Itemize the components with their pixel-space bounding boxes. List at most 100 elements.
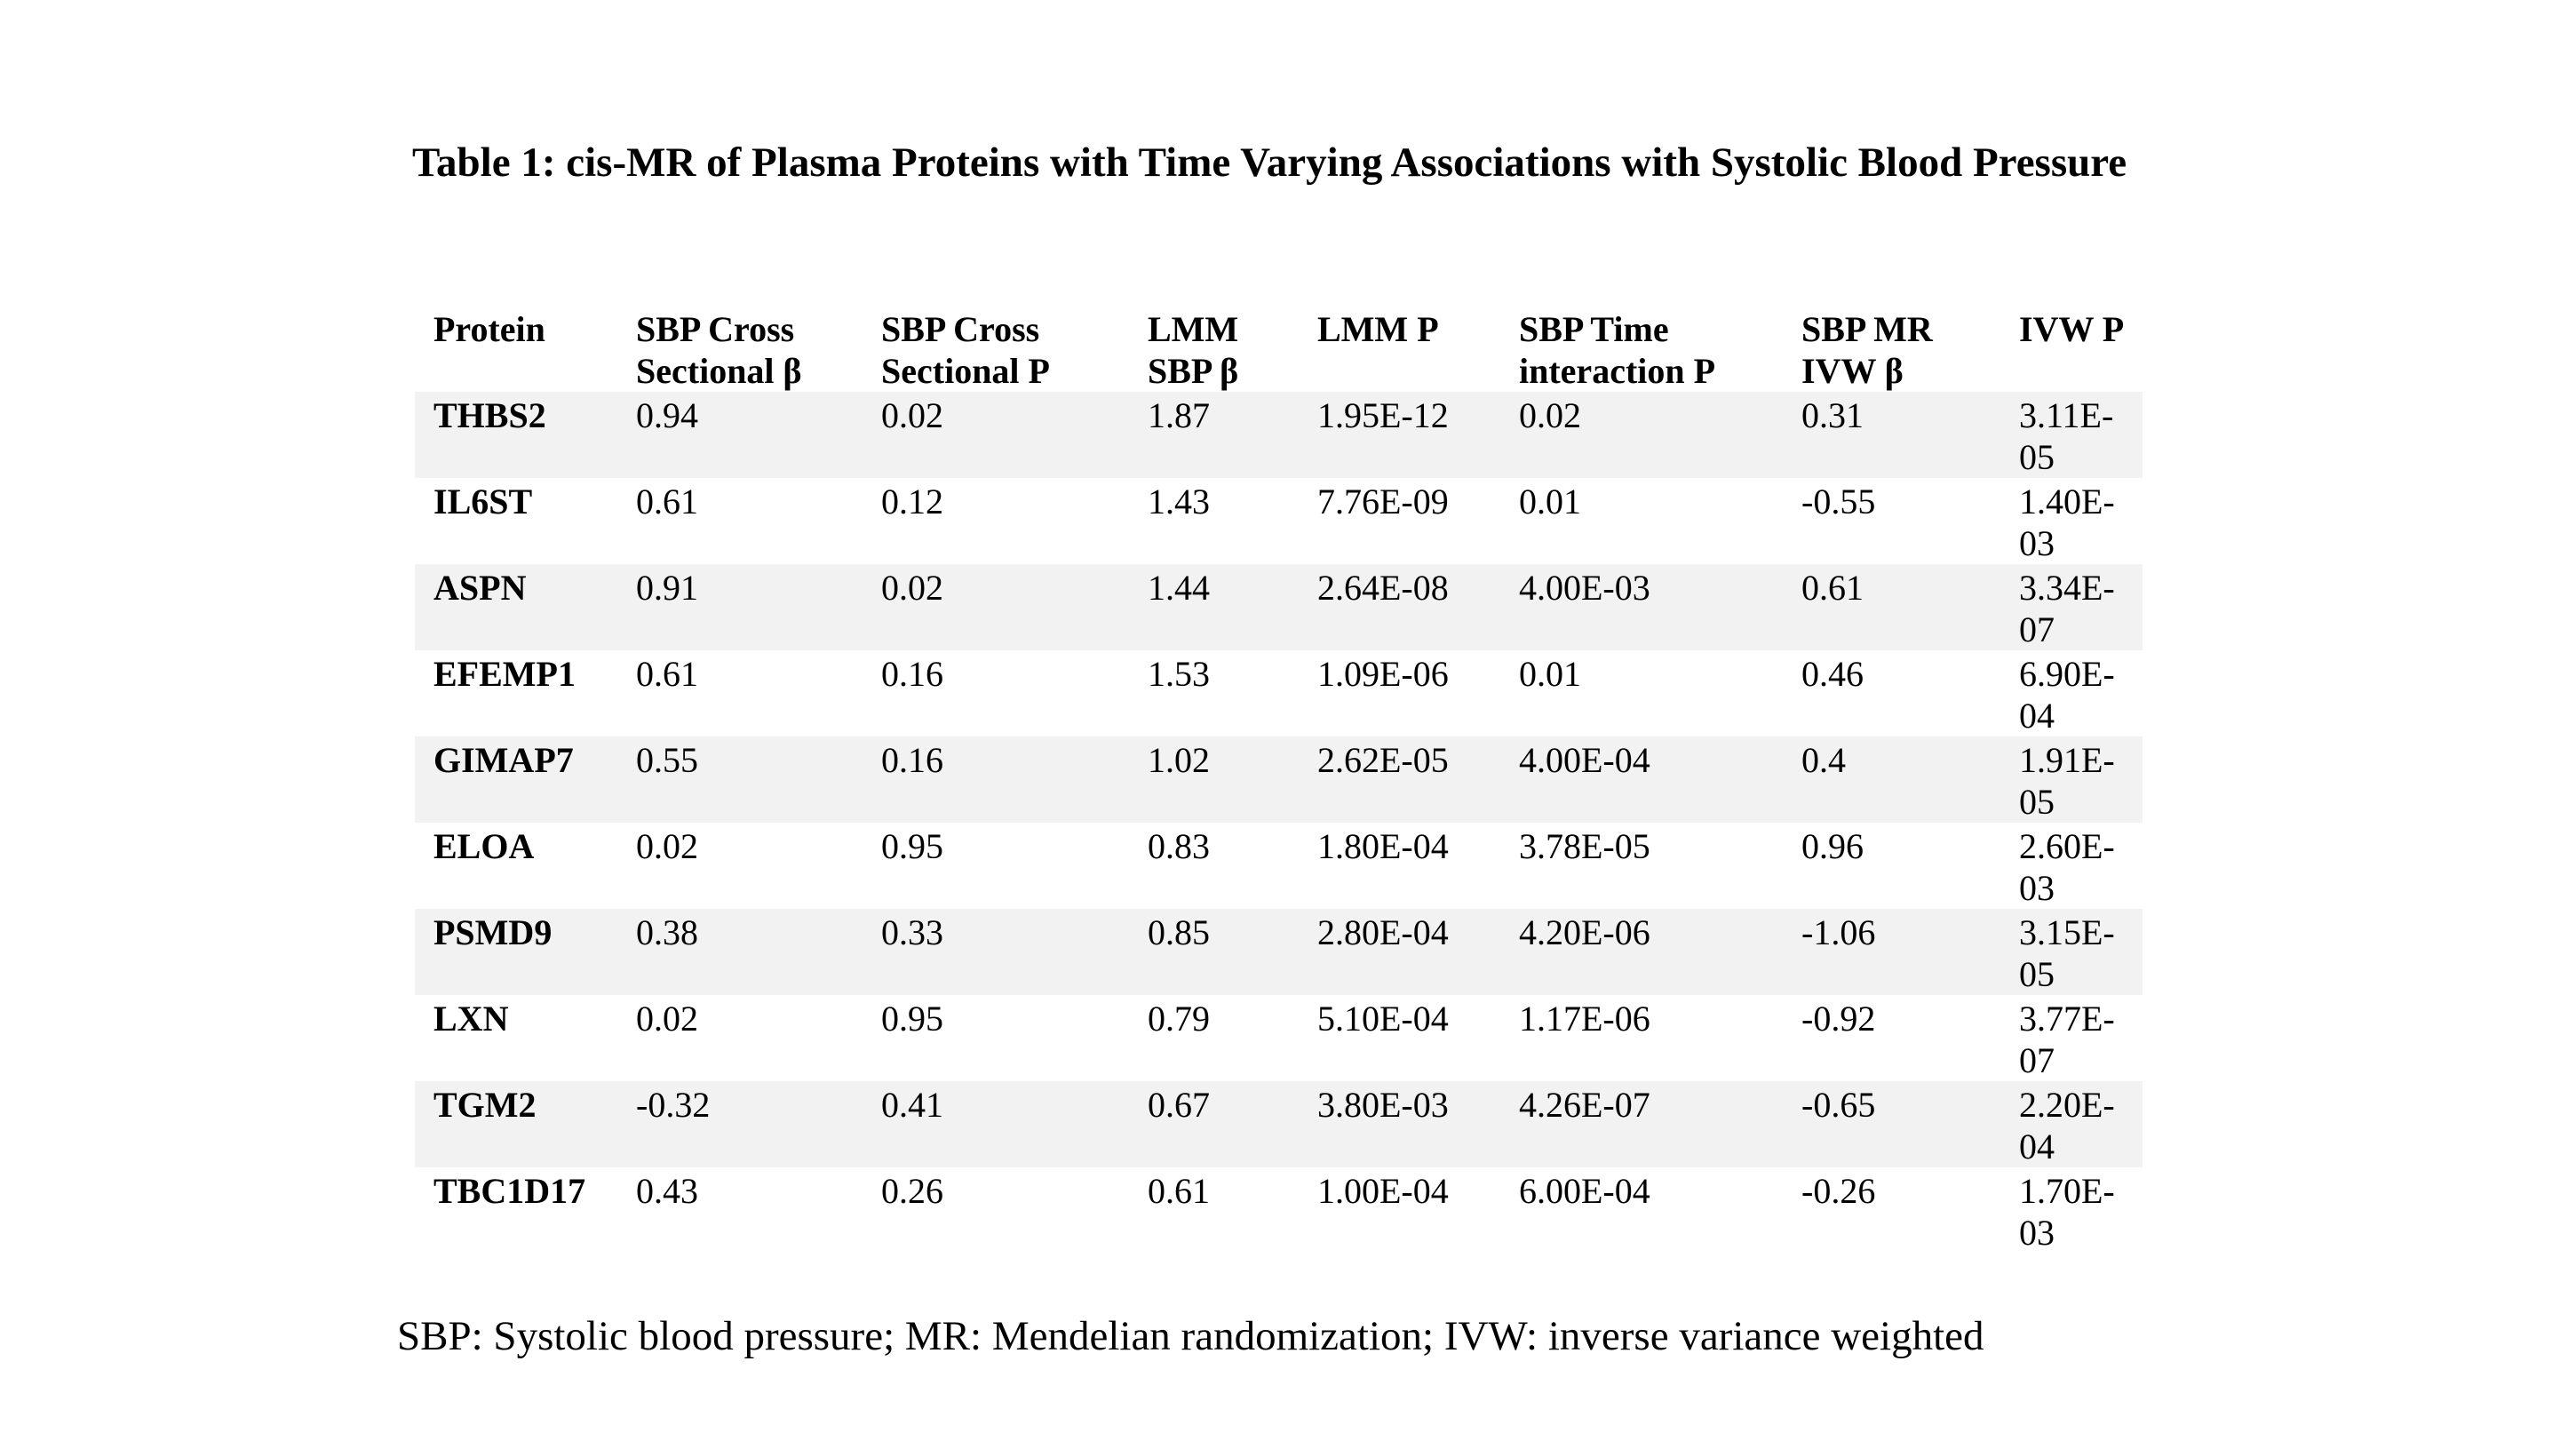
value-cell: 0.38: [636, 912, 698, 952]
value-cell: -0.55: [1801, 482, 1876, 521]
value-cell: 2.60E-03: [2019, 826, 2115, 908]
value-cell: 0.61: [636, 654, 698, 694]
table-row: PSMD9 0.38 0.33 0.85 2.80E-04 4.20E-06 -…: [415, 909, 2143, 995]
value-cell: 0.02: [636, 999, 698, 1039]
value-cell: 3.15E-05: [2019, 912, 2115, 994]
protein-cell: THBS2: [433, 395, 546, 435]
column-header-sbp-mr-ivw-beta: SBP MR IVW β: [1801, 309, 1933, 391]
value-cell: 3.11E-05: [2019, 395, 2114, 477]
value-cell: -0.26: [1801, 1171, 1876, 1211]
value-cell: 0.94: [636, 395, 698, 435]
table-row: IL6ST 0.61 0.12 1.43 7.76E-09 0.01 -0.55…: [415, 478, 2143, 564]
value-cell: -0.65: [1801, 1085, 1876, 1125]
value-cell: 0.46: [1801, 654, 1864, 694]
value-cell: 0.96: [1801, 826, 1864, 866]
value-cell: 2.20E-04: [2019, 1085, 2115, 1166]
column-header-lmm-p: LMM P: [1317, 309, 1439, 349]
value-cell: 0.02: [636, 826, 698, 866]
value-cell: 0.61: [1801, 568, 1864, 608]
value-cell: 1.09E-06: [1317, 654, 1449, 694]
results-table: Protein SBP Cross Sectional β SBP Cross …: [415, 306, 2143, 1254]
value-cell: 0.95: [881, 999, 943, 1039]
protein-cell: GIMAP7: [433, 740, 574, 780]
value-cell: 1.02: [1148, 740, 1210, 780]
table-row: TBC1D17 0.43 0.26 0.61 1.00E-04 6.00E-04…: [415, 1167, 2143, 1254]
table-row: LXN 0.02 0.95 0.79 5.10E-04 1.17E-06 -0.…: [415, 995, 2143, 1081]
value-cell: 2.80E-04: [1317, 912, 1449, 952]
value-cell: 0.41: [881, 1085, 943, 1125]
table-header-row: Protein SBP Cross Sectional β SBP Cross …: [415, 306, 2143, 392]
value-cell: -0.32: [636, 1085, 711, 1125]
value-cell: 1.80E-04: [1317, 826, 1449, 866]
value-cell: 0.67: [1148, 1085, 1210, 1125]
value-cell: 0.16: [881, 654, 943, 694]
column-header-lmm-sbp-beta: LMM SBP β: [1148, 309, 1239, 391]
value-cell: 0.02: [881, 568, 943, 608]
value-cell: 4.20E-06: [1519, 912, 1650, 952]
value-cell: 0.85: [1148, 912, 1210, 952]
column-header-sbp-time-interaction-p: SBP Time interaction P: [1519, 309, 1716, 391]
value-cell: 0.91: [636, 568, 698, 608]
table-row: ELOA 0.02 0.95 0.83 1.80E-04 3.78E-05 0.…: [415, 823, 2143, 909]
column-header-ivw-p: IVW P: [2019, 309, 2125, 349]
value-cell: 2.64E-08: [1317, 568, 1449, 608]
value-cell: 3.78E-05: [1519, 826, 1650, 866]
protein-cell: TGM2: [433, 1085, 537, 1125]
value-cell: 0.02: [881, 395, 943, 435]
value-cell: 1.95E-12: [1317, 395, 1449, 435]
value-cell: -1.06: [1801, 912, 1876, 952]
value-cell: 0.43: [636, 1171, 698, 1211]
value-cell: 6.90E-04: [2019, 654, 2115, 736]
value-cell: 1.43: [1148, 482, 1210, 521]
protein-cell: PSMD9: [433, 912, 553, 952]
value-cell: 3.77E-07: [2019, 999, 2115, 1080]
value-cell: 1.40E-03: [2019, 482, 2115, 563]
value-cell: 4.00E-03: [1519, 568, 1650, 608]
value-cell: 0.83: [1148, 826, 1210, 866]
value-cell: 6.00E-04: [1519, 1171, 1650, 1211]
protein-cell: TBC1D17: [433, 1171, 586, 1211]
value-cell: 0.95: [881, 826, 943, 866]
value-cell: 0.55: [636, 740, 698, 780]
value-cell: 7.76E-09: [1317, 482, 1449, 521]
table-title: Table 1: cis-MR of Plasma Proteins with …: [412, 139, 2127, 186]
protein-cell: IL6ST: [433, 482, 533, 521]
protein-cell: ASPN: [433, 568, 527, 608]
value-cell: 1.00E-04: [1317, 1171, 1449, 1211]
value-cell: 1.87: [1148, 395, 1210, 435]
value-cell: 1.17E-06: [1519, 999, 1650, 1039]
value-cell: 4.26E-07: [1519, 1085, 1650, 1125]
value-cell: 1.70E-03: [2019, 1171, 2115, 1253]
value-cell: 3.80E-03: [1317, 1085, 1449, 1125]
protein-cell: LXN: [433, 999, 509, 1039]
value-cell: 0.4: [1801, 740, 1846, 780]
table-row: GIMAP7 0.55 0.16 1.02 2.62E-05 4.00E-04 …: [415, 736, 2143, 823]
table-footnote: SBP: Systolic blood pressure; MR: Mendel…: [397, 1313, 1984, 1359]
value-cell: 1.53: [1148, 654, 1210, 694]
value-cell: 0.61: [636, 482, 698, 521]
table-row: ASPN 0.91 0.02 1.44 2.64E-08 4.00E-03 0.…: [415, 564, 2143, 650]
column-header-sbp-cross-sectional-beta: SBP Cross Sectional β: [636, 309, 802, 391]
protein-cell: ELOA: [433, 826, 535, 866]
value-cell: 0.02: [1519, 395, 1581, 435]
value-cell: 0.01: [1519, 654, 1581, 694]
value-cell: 0.26: [881, 1171, 943, 1211]
column-header-sbp-cross-sectional-p: SBP Cross Sectional P: [881, 309, 1050, 391]
table-row: TGM2 -0.32 0.41 0.67 3.80E-03 4.26E-07 -…: [415, 1081, 2143, 1167]
column-header-protein: Protein: [433, 309, 545, 349]
value-cell: 2.62E-05: [1317, 740, 1449, 780]
value-cell: 1.44: [1148, 568, 1210, 608]
value-cell: 0.12: [881, 482, 943, 521]
value-cell: 0.33: [881, 912, 943, 952]
table-row: THBS2 0.94 0.02 1.87 1.95E-12 0.02 0.31 …: [415, 392, 2143, 478]
value-cell: 0.31: [1801, 395, 1864, 435]
value-cell: 0.01: [1519, 482, 1581, 521]
value-cell: 5.10E-04: [1317, 999, 1449, 1039]
table-row: EFEMP1 0.61 0.16 1.53 1.09E-06 0.01 0.46…: [415, 650, 2143, 736]
value-cell: 0.16: [881, 740, 943, 780]
value-cell: -0.92: [1801, 999, 1876, 1039]
value-cell: 0.79: [1148, 999, 1210, 1039]
value-cell: 3.34E-07: [2019, 568, 2115, 649]
protein-cell: EFEMP1: [433, 654, 576, 694]
